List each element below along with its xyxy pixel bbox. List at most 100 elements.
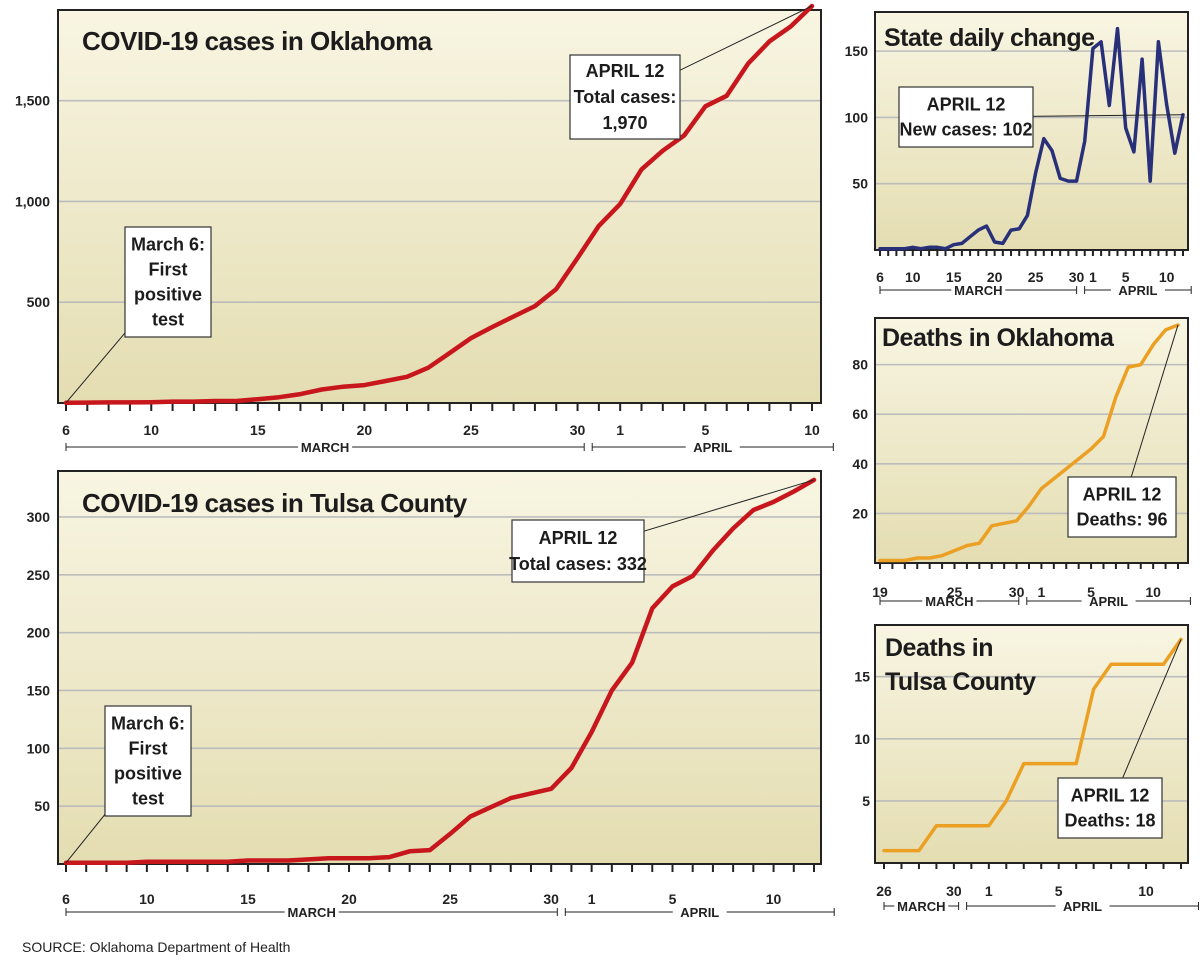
y-tick-label: 5 (862, 793, 870, 809)
annotation-text: APRIL 12 (1071, 786, 1150, 806)
chart-ok-deaths: 20 40 60 80 19 25 30 1 5 10 MARCH APRIL Deaths in Ok… (852, 317, 1191, 609)
chart-title: State daily change (884, 24, 1095, 52)
x-tick-label: 5 (669, 891, 677, 907)
annotation-text: New cases: 102 (899, 120, 1032, 140)
x-tick-label: 20 (987, 269, 1003, 285)
annotation-text: First (128, 739, 167, 759)
x-tick-label: 10 (1145, 584, 1161, 600)
annotation-text: APRIL 12 (539, 528, 618, 548)
month-label: MARCH (287, 905, 335, 920)
month-label: MARCH (897, 899, 945, 914)
y-tick-label: 60 (852, 406, 868, 422)
x-tick-label: 10 (139, 891, 155, 907)
annotation-box (898, 86, 1034, 148)
y-tick-label: 80 (852, 357, 868, 373)
y-tick-label: 200 (27, 625, 51, 641)
annotation-box (511, 519, 645, 583)
y-tick-label: 10 (854, 731, 870, 747)
y-tick-label: 300 (27, 509, 51, 525)
x-tick-label: 1 (1038, 584, 1046, 600)
x-tick-label: 25 (947, 584, 963, 600)
x-tick-label: 5 (1122, 269, 1130, 285)
series-line (882, 637, 1183, 853)
series-line (878, 26, 1185, 251)
x-tick-label: 10 (905, 269, 921, 285)
x-tick-label: 30 (1069, 269, 1085, 285)
chart-title: Deaths in Oklahoma (882, 324, 1115, 352)
chart-title: COVID-19 cases in Oklahoma (82, 26, 433, 56)
annotation-box (569, 54, 681, 140)
annotation-text: APRIL 12 (927, 95, 1006, 115)
y-tick-label: 150 (27, 682, 51, 698)
annotation-text: APRIL 12 (586, 61, 665, 81)
x-tick-label: 6 (62, 891, 70, 907)
annotation-text: First (148, 260, 187, 280)
annotation-text: APRIL 12 (1083, 485, 1162, 505)
annotation-text: test (132, 789, 164, 809)
month-label: APRIL (693, 440, 732, 455)
y-tick-label: 500 (27, 294, 51, 310)
month-label: APRIL (1118, 283, 1157, 298)
x-tick-label: 10 (804, 422, 820, 438)
x-tick-label: 30 (1009, 584, 1025, 600)
y-tick-label: 40 (852, 456, 868, 472)
annotation-text: Deaths: 96 (1076, 510, 1167, 530)
annotation-box (1057, 777, 1163, 839)
x-tick-label: 15 (240, 891, 256, 907)
x-tick-label: 10 (143, 422, 159, 438)
x-tick-label: 1 (616, 422, 624, 438)
month-label: APRIL (1089, 594, 1128, 609)
x-tick-label: 10 (1159, 269, 1175, 285)
annotation-text: positive (134, 285, 202, 305)
annotation-text: March 6: (111, 714, 185, 734)
annotation-text: 1,970 (602, 113, 647, 133)
annotation-text: Total cases: 332 (509, 554, 647, 574)
month-label: MARCH (925, 594, 973, 609)
x-tick-label: 25 (1028, 269, 1044, 285)
annotation-box (1067, 476, 1177, 538)
series-line (878, 323, 1180, 563)
source-note: SOURCE: Oklahoma Department of Health (22, 939, 291, 955)
chart-title: COVID-19 cases in Tulsa County (82, 488, 468, 518)
x-tick-label: 5 (702, 422, 710, 438)
plot-area (57, 9, 822, 404)
y-tick-label: 50 (852, 176, 868, 192)
x-tick-label: 6 (876, 269, 884, 285)
x-tick-label: 25 (463, 422, 479, 438)
x-tick-label: 30 (570, 422, 586, 438)
x-tick-label: 15 (250, 422, 266, 438)
x-tick-label: 10 (1138, 883, 1154, 899)
x-tick-label: 25 (442, 891, 458, 907)
x-tick-label: 5 (1087, 584, 1095, 600)
x-tick-label: 10 (766, 891, 782, 907)
annotation-text: positive (114, 764, 182, 784)
y-tick-label: 1,500 (15, 93, 50, 109)
annotation-box (124, 226, 212, 338)
month-label: APRIL (680, 905, 719, 920)
x-tick-label: 20 (341, 891, 357, 907)
x-tick-label: 26 (876, 883, 892, 899)
chart-title: Deaths in (885, 634, 993, 662)
x-tick-label: 15 (946, 269, 962, 285)
series-line (63, 3, 815, 406)
annotation-text: test (152, 310, 184, 330)
x-tick-label: 1 (985, 883, 993, 899)
y-tick-label: 250 (27, 567, 51, 583)
y-tick-label: 1,000 (15, 193, 50, 209)
y-tick-label: 100 (27, 740, 51, 756)
x-tick-label: 1 (1089, 269, 1097, 285)
y-tick-label: 20 (852, 505, 868, 521)
annotation-text: Total cases: (574, 87, 677, 107)
x-tick-label: 19 (872, 584, 888, 600)
month-label: APRIL (1063, 899, 1102, 914)
series-line (63, 477, 817, 866)
y-tick-label: 100 (845, 109, 869, 125)
annotation-box (104, 705, 192, 817)
annotation-text: Deaths: 18 (1064, 811, 1155, 831)
x-tick-label: 6 (62, 422, 70, 438)
x-tick-label: 30 (946, 883, 962, 899)
